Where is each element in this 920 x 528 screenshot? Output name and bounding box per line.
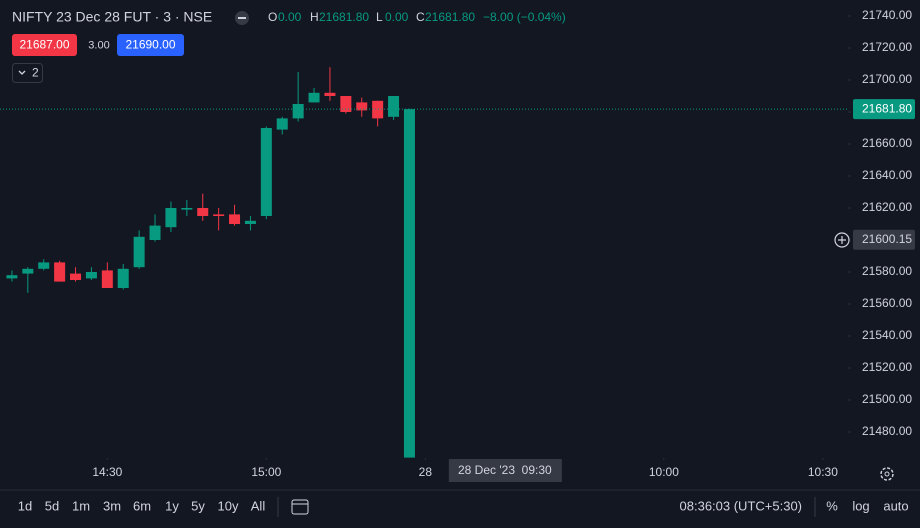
x-tick-label: 15:00 — [251, 465, 281, 479]
buy-button[interactable] — [117, 34, 184, 56]
range-button[interactable]: 5d — [45, 498, 59, 513]
range-button[interactable]: All — [251, 498, 266, 513]
eye-icon-bar — [238, 17, 246, 19]
x-tick-label: 14:30 — [92, 465, 122, 479]
candle-body — [165, 208, 177, 228]
candle-body — [403, 109, 415, 458]
y-tick-label: 21720.00 — [862, 40, 912, 54]
candle-body — [6, 275, 18, 279]
last-price-box — [853, 99, 915, 120]
legend-l: 0.00 — [385, 10, 409, 24]
candle-body — [70, 273, 82, 280]
add-icon[interactable] — [834, 232, 850, 248]
candle-body — [197, 208, 209, 216]
indicators-count[interactable]: 2 — [32, 66, 39, 80]
candle-body — [149, 225, 161, 240]
candle-body — [292, 104, 304, 119]
candle-body — [372, 100, 384, 119]
spread: 3.00 — [88, 39, 109, 51]
candle-body — [213, 214, 225, 216]
legend-h-label: H — [310, 10, 319, 24]
sell-button[interactable] — [12, 34, 77, 56]
y-tick-label: 21480.00 — [862, 424, 912, 438]
legend-change: −8.00 (−0.04%) — [483, 10, 566, 24]
range-button[interactable]: 1y — [165, 498, 179, 513]
log-toggle[interactable]: log — [852, 498, 869, 513]
buy-price[interactable]: 21690.00 — [125, 38, 175, 52]
legend-o-label: O — [268, 10, 277, 24]
candle-body — [38, 262, 50, 269]
y-tick-label: 21560.00 — [862, 296, 912, 310]
legend-o: 0.00 — [278, 10, 302, 24]
legend-h: 21681.80 — [319, 10, 369, 24]
candle-body — [244, 220, 256, 224]
y-tick-label: 21700.00 — [862, 72, 912, 86]
y-tick-label: 21640.00 — [862, 168, 912, 182]
y-tick-label: 21580.00 — [862, 264, 912, 278]
auto-toggle[interactable]: auto — [883, 498, 908, 513]
legend-c: 21681.80 — [425, 10, 475, 24]
range-button[interactable]: 5y — [191, 498, 205, 513]
y-tick-label: 21620.00 — [862, 200, 912, 214]
percent-toggle[interactable]: % — [826, 498, 838, 513]
legend-l-label: L — [376, 10, 383, 24]
candle-body — [308, 92, 320, 103]
y-tick-label: 21660.00 — [862, 136, 912, 150]
range-button[interactable]: 6m — [133, 498, 151, 513]
candle-body — [133, 236, 145, 268]
settings-icon-center — [884, 471, 890, 477]
candle-body — [260, 128, 272, 216]
candle-body — [388, 96, 400, 117]
candle-body — [229, 214, 241, 224]
x-tick-label: 10:00 — [649, 465, 679, 479]
crosshair-x-box — [448, 459, 562, 482]
crosshair-y-label: 21600.15 — [862, 232, 912, 246]
crosshair-x-label: 28 Dec '23 09:30 — [458, 463, 552, 477]
legend-c-label: C — [416, 10, 425, 24]
range-button[interactable]: 1m — [72, 498, 90, 513]
x-tick-label: 10:30 — [808, 465, 838, 479]
indicators-toggle[interactable] — [12, 63, 43, 83]
add-icon-plus — [838, 236, 846, 244]
candle-body — [101, 270, 113, 288]
symbol: NIFTY 23 Dec 28 FUT · 3 · NSE — [12, 9, 212, 25]
clock: 08:36:03 (UTC+5:30) — [680, 498, 802, 513]
y-tick-label: 21540.00 — [862, 328, 912, 342]
last-price-label: 21681.80 — [862, 101, 912, 115]
candle-body — [276, 118, 288, 130]
sell-price[interactable]: 21687.00 — [19, 38, 69, 52]
y-tick-label: 21520.00 — [862, 360, 912, 374]
crosshair-y-box — [853, 229, 915, 250]
calendar-icon[interactable] — [291, 499, 309, 515]
candle-body — [356, 102, 368, 111]
candle-body — [181, 208, 193, 210]
candle-body — [117, 268, 129, 288]
candle-body — [324, 92, 336, 96]
x-tick-label: 28 — [419, 465, 433, 479]
range-button[interactable]: 3m — [103, 498, 121, 513]
range-button[interactable]: 10y — [218, 498, 239, 513]
candle-body — [22, 268, 34, 274]
candle-body — [85, 272, 97, 279]
settings-icon[interactable] — [880, 467, 894, 481]
chevron-icon — [18, 70, 26, 75]
y-tick-label: 21500.00 — [862, 392, 912, 406]
y-tick-label: 21740.00 — [862, 8, 912, 22]
candle-body — [54, 262, 66, 282]
candle-body — [340, 96, 352, 112]
range-button[interactable]: 1d — [18, 498, 32, 513]
